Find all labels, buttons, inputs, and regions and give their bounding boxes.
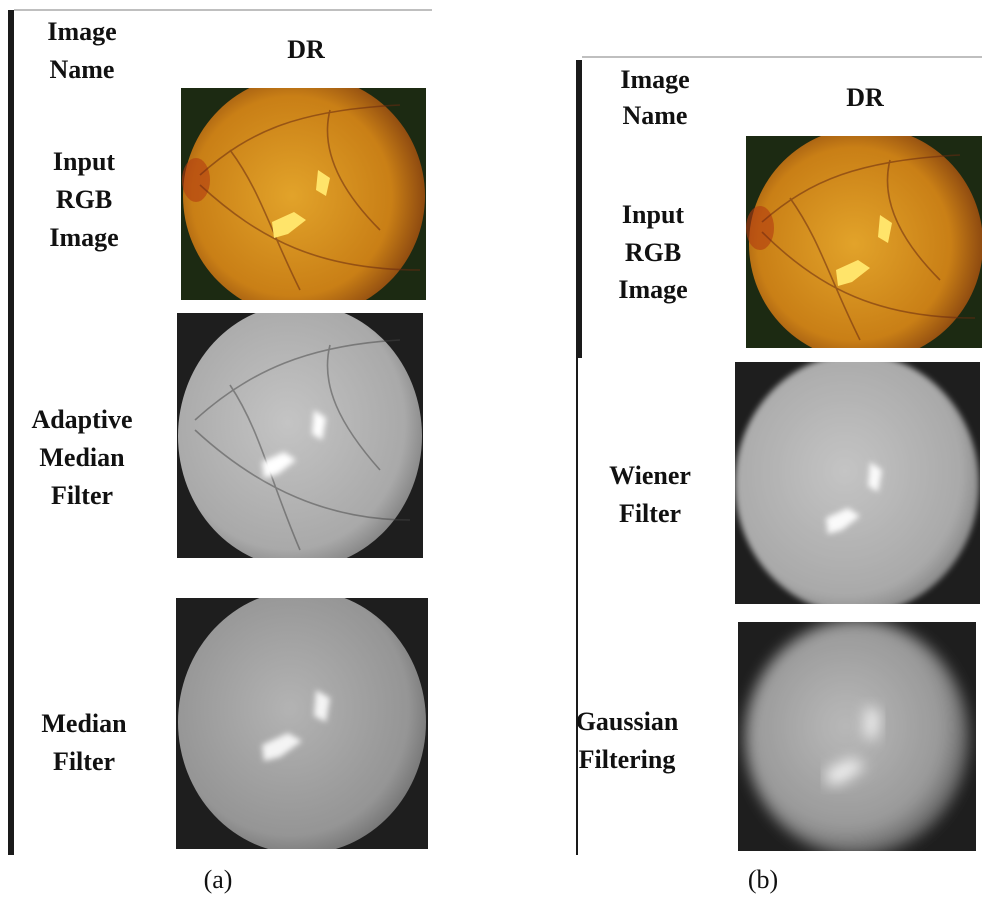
filtered-image [738, 620, 976, 856]
column-header: DR [846, 83, 884, 112]
caption: (a) [204, 865, 233, 894]
filtered-image [735, 354, 980, 614]
figure: ImageName DR InputRGBImage AdaptiveMedia… [0, 0, 982, 901]
caption: (b) [748, 865, 778, 894]
column-header: DR [287, 35, 325, 64]
panel-border [576, 60, 582, 358]
filtered-image [176, 590, 428, 854]
panel-border [8, 10, 14, 855]
fundus-image [746, 127, 982, 361]
filtered-image [177, 304, 423, 568]
fundus-image [181, 75, 426, 317]
